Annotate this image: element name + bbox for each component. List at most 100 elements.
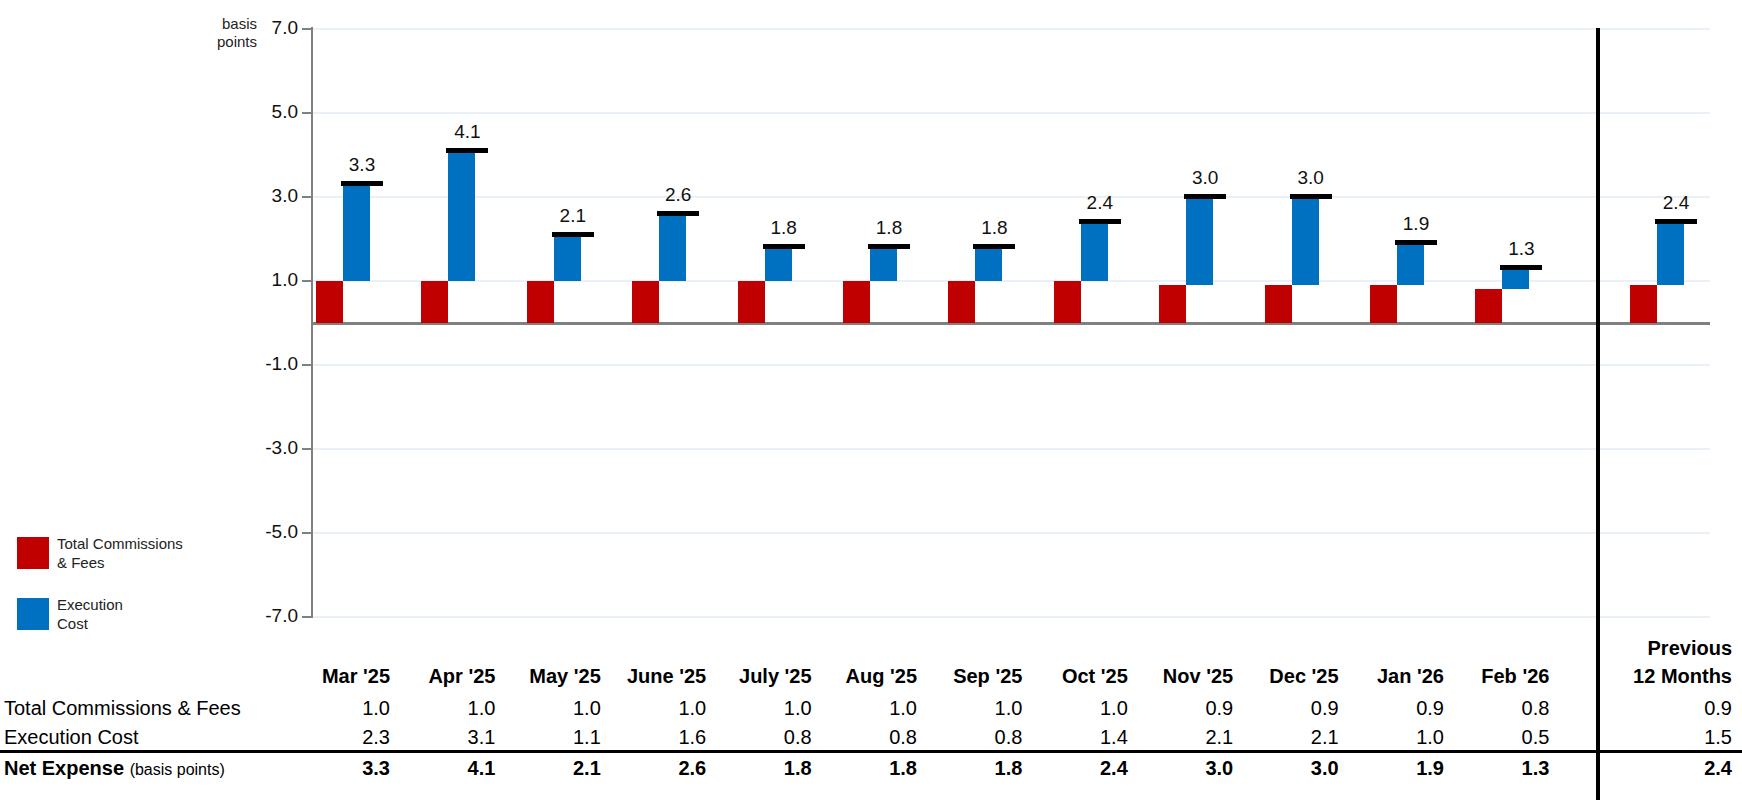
y-axis-tick-label: 3.0 [178,185,298,207]
table-cell-commissions: 1.0 [270,697,390,720]
bar-execution [1186,197,1213,285]
commissions-legend-label-line2: & Fees [57,553,183,572]
table-total-divider-line [0,750,1742,753]
bar-commissions [1265,285,1292,323]
table-cell-net: 4.1 [375,757,495,780]
net-cap-line [1184,194,1226,199]
net-value-label: 1.8 [849,217,929,239]
table-cell-commissions: 0.8 [1429,697,1549,720]
table-row-label-net-expense: Net Expense (basis points) [4,757,225,780]
y-axis-tick-label: -1.0 [178,353,298,375]
y-axis-tick [302,112,311,114]
net-cap-line [1395,240,1437,245]
table-cell-execution: 1.4 [1008,726,1128,749]
bar-commissions [316,281,343,323]
y-axis-tick [302,28,311,30]
net-value-label: 1.9 [1376,213,1456,235]
net-cap-line [973,244,1015,249]
bar-execution [448,151,475,281]
gridline [312,112,1710,114]
table-cell-net: 1.8 [902,757,1022,780]
net-value-label: 3.0 [1271,167,1351,189]
gridline [312,532,1710,534]
bar-execution [765,247,792,281]
net-value-label-previous: 2.4 [1636,192,1716,214]
y-axis-tick-label: 5.0 [178,101,298,123]
table-cell-execution-previous: 1.5 [1612,726,1732,749]
table-cell-net: 2.1 [481,757,601,780]
table-cell-commissions: 0.9 [1113,697,1233,720]
net-cap-line-previous [1655,219,1697,224]
y-axis-tick [302,364,311,366]
y-axis-tick-label: 1.0 [178,269,298,291]
table-cell-execution: 0.5 [1429,726,1549,749]
gridline [312,28,1710,30]
net-cap-line [1290,194,1332,199]
execution-legend-swatch [17,598,49,630]
table-column-header-previous-line1: Previous [1572,637,1732,660]
bar-execution [1502,268,1529,289]
table-cell-commissions: 1.0 [586,697,706,720]
net-value-label: 1.8 [954,217,1034,239]
table-cell-execution: 0.8 [797,726,917,749]
commissions-legend-label: Total Commissions & Fees [57,534,183,572]
net-value-label: 3.0 [1165,167,1245,189]
table-cell-net: 1.9 [1324,757,1444,780]
table-row-label-execution: Execution Cost [4,726,139,749]
bar-commissions [1054,281,1081,323]
bar-execution [975,247,1002,281]
table-cell-execution: 2.1 [1113,726,1233,749]
net-value-label: 2.1 [533,205,613,227]
bar-commissions [632,281,659,323]
net-expense-label-bold: Net Expense [4,757,124,779]
net-cap-line [341,181,383,186]
bar-execution [554,235,581,281]
table-cell-net: 2.4 [1008,757,1128,780]
net-value-label: 4.1 [427,121,507,143]
bar-execution [659,214,686,281]
bar-execution [1292,197,1319,285]
table-cell-commissions: 1.0 [797,697,917,720]
table-cell-execution: 2.1 [1219,726,1339,749]
net-value-label: 3.3 [322,154,402,176]
commissions-legend-label-line1: Total Commissions [57,534,183,553]
y-axis-tick-label: -7.0 [178,605,298,627]
gridline [312,280,1710,282]
table-cell-execution: 1.0 [1324,726,1444,749]
bar-commissions [948,281,975,323]
table-cell-execution: 0.8 [692,726,812,749]
table-cell-execution: 1.6 [586,726,706,749]
net-expense-report: basis points Total Commissions & Fees Ex… [0,0,1742,807]
gridline [312,364,1710,366]
table-cell-commissions-previous: 0.9 [1612,697,1732,720]
y-axis-line [311,27,313,618]
bar-execution [1081,222,1108,281]
table-cell-net: 1.8 [692,757,812,780]
table-cell-execution: 3.1 [375,726,495,749]
bar-execution [1397,243,1424,285]
bar-commissions [738,281,765,323]
execution-legend-label-line2: Cost [57,614,123,633]
bar-execution [343,184,370,281]
net-value-label: 1.3 [1481,238,1561,260]
bar-commissions [1370,285,1397,323]
table-row-label-commissions: Total Commissions & Fees [4,697,241,720]
table-cell-net: 1.3 [1429,757,1549,780]
table-cell-commissions: 1.0 [481,697,601,720]
bar-execution [870,247,897,281]
table-cell-commissions: 1.0 [902,697,1022,720]
net-cap-line [1500,265,1542,270]
net-cap-line [657,211,699,216]
net-cap-line [1079,219,1121,224]
bar-commissions [1475,289,1502,323]
table-cell-execution: 1.1 [481,726,601,749]
net-cap-line [868,244,910,249]
table-cell-net: 1.8 [797,757,917,780]
y-axis-tick-label: -3.0 [178,437,298,459]
bar-commissions [527,281,554,323]
bar-commissions-previous [1630,285,1657,323]
net-cap-line [446,148,488,153]
table-cell-commissions: 1.0 [1008,697,1128,720]
table-cell-net: 2.6 [586,757,706,780]
bar-commissions [1159,285,1186,323]
